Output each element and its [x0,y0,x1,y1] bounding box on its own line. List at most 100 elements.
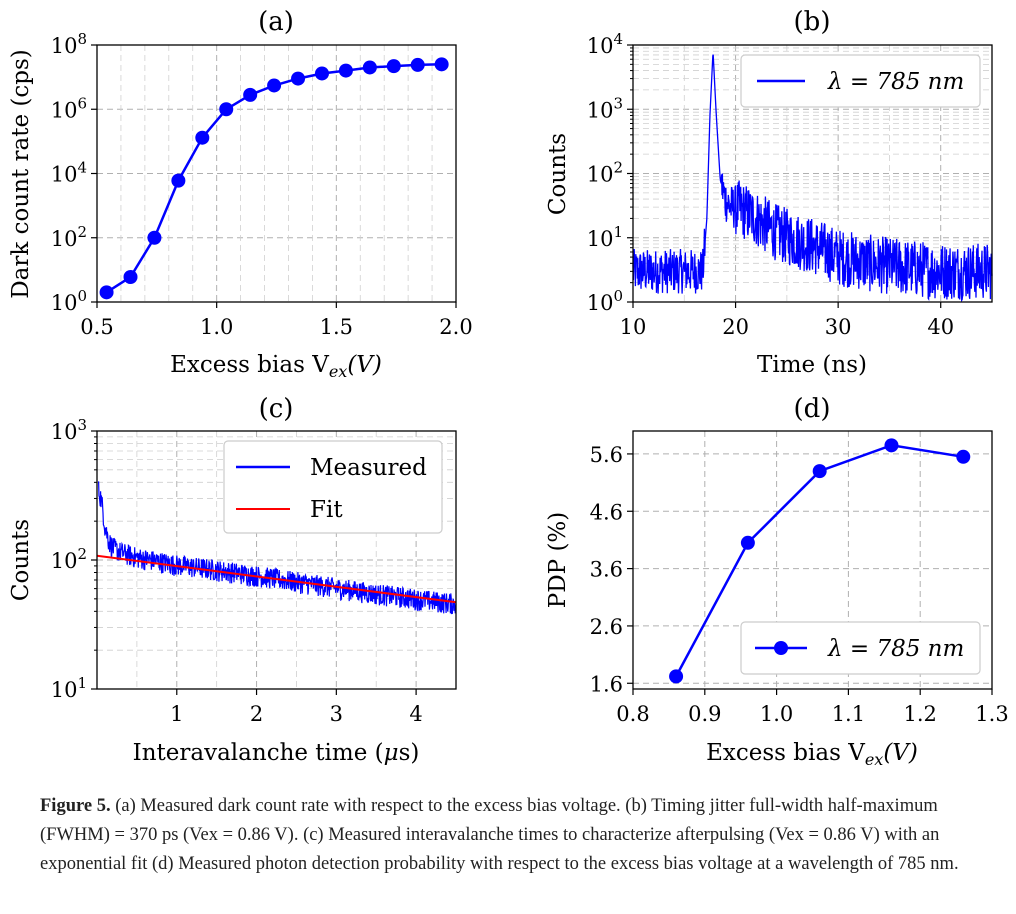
y-tick-label: 103 [587,94,623,122]
data-line [98,481,457,615]
x-axis-label: Excess bias Vex(V) [170,352,382,381]
legend-label-measured: Measured [310,455,427,481]
x-tick-label: 0.5 [80,315,113,339]
panel-title: (b) [794,7,831,37]
y-axis-label: Dark count rate (cps) [8,49,34,299]
y-ticks: 1.6 2.6 3.6 4.6 5.6 [590,443,633,696]
panel-title: (c) [259,394,294,424]
y-tick-label: 100 [51,287,87,315]
x-ticks: 10 20 30 40 [620,302,954,339]
panel-a: (a) 0.5 1.0 1.5 2.0 100 102 104 106 108 Excess … [8,7,473,381]
plot-area [632,54,993,303]
data-point [195,130,210,145]
y-tick-label: 104 [587,30,623,58]
panel-b: (b) 10 20 30 40 100 101 102 103 104 Time (ns) C… [545,7,993,378]
axes-frame [632,430,993,690]
data-point [410,57,425,72]
y-ticks: 100 101 102 103 104 [587,30,633,315]
fit-line [96,554,457,604]
data-point [147,230,162,245]
legend-label-fit: Fit [310,497,343,523]
data-point [434,57,449,72]
plot-area [99,57,449,300]
y-tick-label: 5.6 [590,443,623,467]
x-tick-label: 1.0 [760,702,793,726]
y-tick-label: 103 [51,416,87,444]
data-point [812,464,827,479]
y-tick-label: 106 [51,94,87,122]
x-tick-label: 20 [722,315,749,339]
plot-area [96,481,457,615]
x-tick-label: 10 [620,315,647,339]
y-tick-label: 2.6 [590,615,623,639]
data-point [884,438,899,453]
y-ticks: 101 102 103 [51,416,97,702]
data-point [314,66,329,81]
legend-box [740,621,981,675]
x-tick-label: 0.8 [616,702,649,726]
data-point [386,59,401,74]
x-tick-label: 0.9 [688,702,721,726]
data-point [669,669,684,684]
x-ticks: 0.8 0.9 1.0 1.1 1.2 1.3 [616,689,1009,726]
x-tick-label: 1.1 [832,702,865,726]
x-ticks: 0.5 1.0 1.5 2.0 [80,302,473,339]
data-point [362,60,377,75]
data-point [338,63,353,78]
data-point [291,71,306,86]
x-axis-label: Interavalanche time (μs) [133,740,420,766]
x-tick-label: 2 [250,702,263,726]
legend: λ = 785 nm [740,54,981,108]
caption-label: Figure 5. [40,796,111,816]
legend: λ = 785 nm [740,621,981,675]
x-tick-label: 3 [330,702,343,726]
x-axis-label: Excess bias Vex(V) [706,740,918,769]
x-ticks: 1 2 3 4 [170,689,423,726]
data-point [99,285,114,300]
data-point [267,78,282,93]
x-tick-label: 1.0 [200,315,233,339]
y-tick-label: 102 [587,159,623,187]
data-point [243,87,258,102]
data-line [632,54,993,303]
x-tick-label: 4 [409,702,422,726]
y-tick-label: 1.6 [590,672,623,696]
x-tick-label: 2.0 [439,315,472,339]
x-tick-label: 40 [927,315,954,339]
x-tick-label: 1.3 [975,702,1008,726]
legend-box [740,54,981,108]
x-tick-label: 1 [170,702,183,726]
plot-area [669,438,971,684]
panel-c: (c) 1 2 3 4 101 102 103 Interavalanche time (… [8,394,457,766]
x-tick-label: 1.2 [903,702,936,726]
y-axis-label: Counts [545,133,571,215]
y-tick-label: 100 [587,287,623,315]
y-axis-label: PDP (%) [545,512,571,609]
y-tick-label: 102 [51,223,87,251]
x-tick-label: 1.5 [320,315,353,339]
figure-caption: Figure 5. (a) Measured dark count rate w… [40,792,985,879]
panel-title: (d) [794,394,831,424]
data-point [956,449,971,464]
panel-title: (a) [258,7,294,37]
y-tick-label: 104 [51,159,87,187]
y-ticks: 100 102 104 106 108 [51,30,97,315]
caption-text: (a) Measured dark count rate with respec… [40,796,959,874]
y-tick-label: 101 [51,674,87,702]
y-tick-label: 102 [51,545,87,573]
x-tick-label: 30 [825,315,852,339]
legend-label: λ = 785 nm [827,69,964,95]
legend-label: λ = 785 nm [827,636,964,662]
legend: Measured Fit [223,440,443,534]
y-tick-label: 4.6 [590,500,623,524]
y-tick-label: 101 [587,223,623,251]
legend-marker [774,641,788,655]
data-point [123,270,138,285]
x-axis-label: Time (ns) [757,352,867,378]
data-point [171,173,186,188]
data-point [219,102,234,117]
y-tick-label: 3.6 [590,558,623,582]
data-point [740,535,755,550]
data-line [105,63,442,294]
